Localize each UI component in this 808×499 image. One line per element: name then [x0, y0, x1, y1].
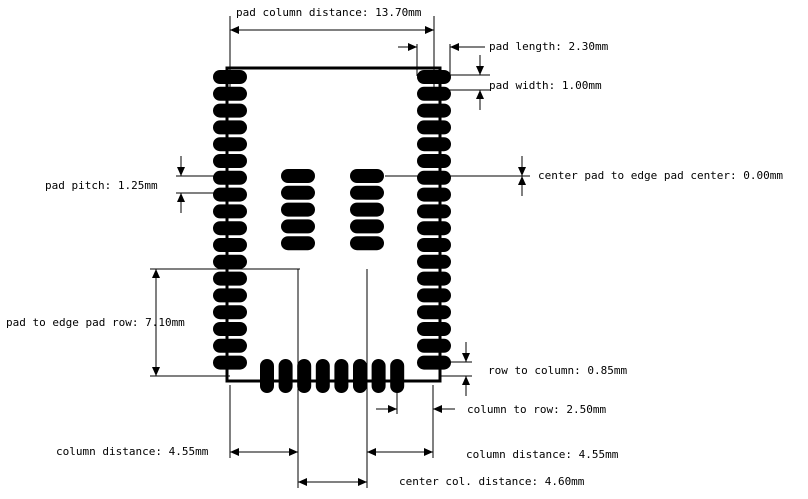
left-pad — [213, 204, 247, 219]
center-right-pad-column — [350, 169, 384, 251]
right-pad — [417, 338, 451, 353]
pad-column-distance-label: pad column distance: 13.70mm — [236, 6, 422, 19]
center-col-distance-label: center col. distance: 4.60mm — [399, 475, 585, 488]
center-right-pad — [350, 202, 384, 217]
right-pad — [417, 137, 451, 152]
dimension-lines — [150, 16, 530, 488]
row-to-column-label: row to column: 0.85mm — [488, 364, 627, 377]
center-left-pad — [281, 202, 315, 217]
left-pad — [213, 254, 247, 269]
bottom-pad — [334, 359, 349, 393]
center-pad-to-edge-label: center pad to edge pad center: 0.00mm — [538, 169, 783, 182]
pad-to-edge-row-label: pad to edge pad row: 7.10mm — [6, 316, 185, 329]
left-pad-column — [213, 70, 247, 370]
center-right-pad — [350, 236, 384, 251]
right-pad — [417, 120, 451, 135]
pad-length-label: pad length: 2.30mm — [489, 40, 609, 53]
left-pad — [213, 221, 247, 236]
pad-pitch-label: pad pitch: 1.25mm — [45, 179, 158, 192]
column-distance-left-label: column distance: 4.55mm — [56, 445, 209, 458]
right-pad-column — [417, 70, 451, 370]
pad-width-label: pad width: 1.00mm — [489, 79, 602, 92]
right-pad — [417, 238, 451, 252]
left-pad — [213, 288, 247, 303]
right-pad — [417, 170, 451, 185]
right-pad — [417, 271, 451, 286]
right-pad — [417, 322, 451, 336]
bottom-pad — [390, 359, 405, 393]
left-pad — [213, 238, 247, 252]
bottom-pad — [371, 359, 386, 393]
center-right-pad — [350, 185, 384, 200]
left-pad — [213, 86, 247, 101]
left-pad — [213, 355, 247, 370]
right-pad — [417, 154, 451, 168]
center-left-pad — [281, 219, 315, 234]
left-pad — [213, 170, 247, 185]
left-pad — [213, 137, 247, 152]
center-right-pad — [350, 169, 384, 183]
left-pad — [213, 322, 247, 336]
column-distance-right-label: column distance: 4.55mm — [466, 448, 619, 461]
right-pad — [417, 204, 451, 219]
center-left-pad — [281, 185, 315, 200]
bottom-pad — [315, 359, 330, 393]
left-pad — [213, 305, 247, 320]
center-left-pad-column — [281, 169, 315, 251]
right-pad — [417, 103, 451, 118]
bottom-pad — [297, 359, 312, 393]
left-pad — [213, 338, 247, 353]
left-pad — [213, 187, 247, 202]
center-left-pad — [281, 169, 315, 183]
right-pad — [417, 305, 451, 320]
bottom-pad — [353, 359, 367, 393]
bottom-pad — [260, 359, 274, 393]
column-to-row-label: column to row: 2.50mm — [467, 403, 606, 416]
right-pad — [417, 221, 451, 236]
right-pad — [417, 254, 451, 269]
bottom-pad-row — [260, 359, 405, 393]
left-pad — [213, 120, 247, 135]
left-pad — [213, 103, 247, 118]
bottom-pad — [278, 359, 293, 393]
center-right-pad — [350, 219, 384, 234]
right-pad — [417, 187, 451, 202]
right-pad — [417, 355, 451, 370]
package-outline — [225, 66, 442, 383]
right-pad — [417, 86, 451, 101]
left-pad — [213, 154, 247, 168]
left-pad — [213, 271, 247, 286]
center-left-pad — [281, 236, 315, 251]
right-pad — [417, 288, 451, 303]
